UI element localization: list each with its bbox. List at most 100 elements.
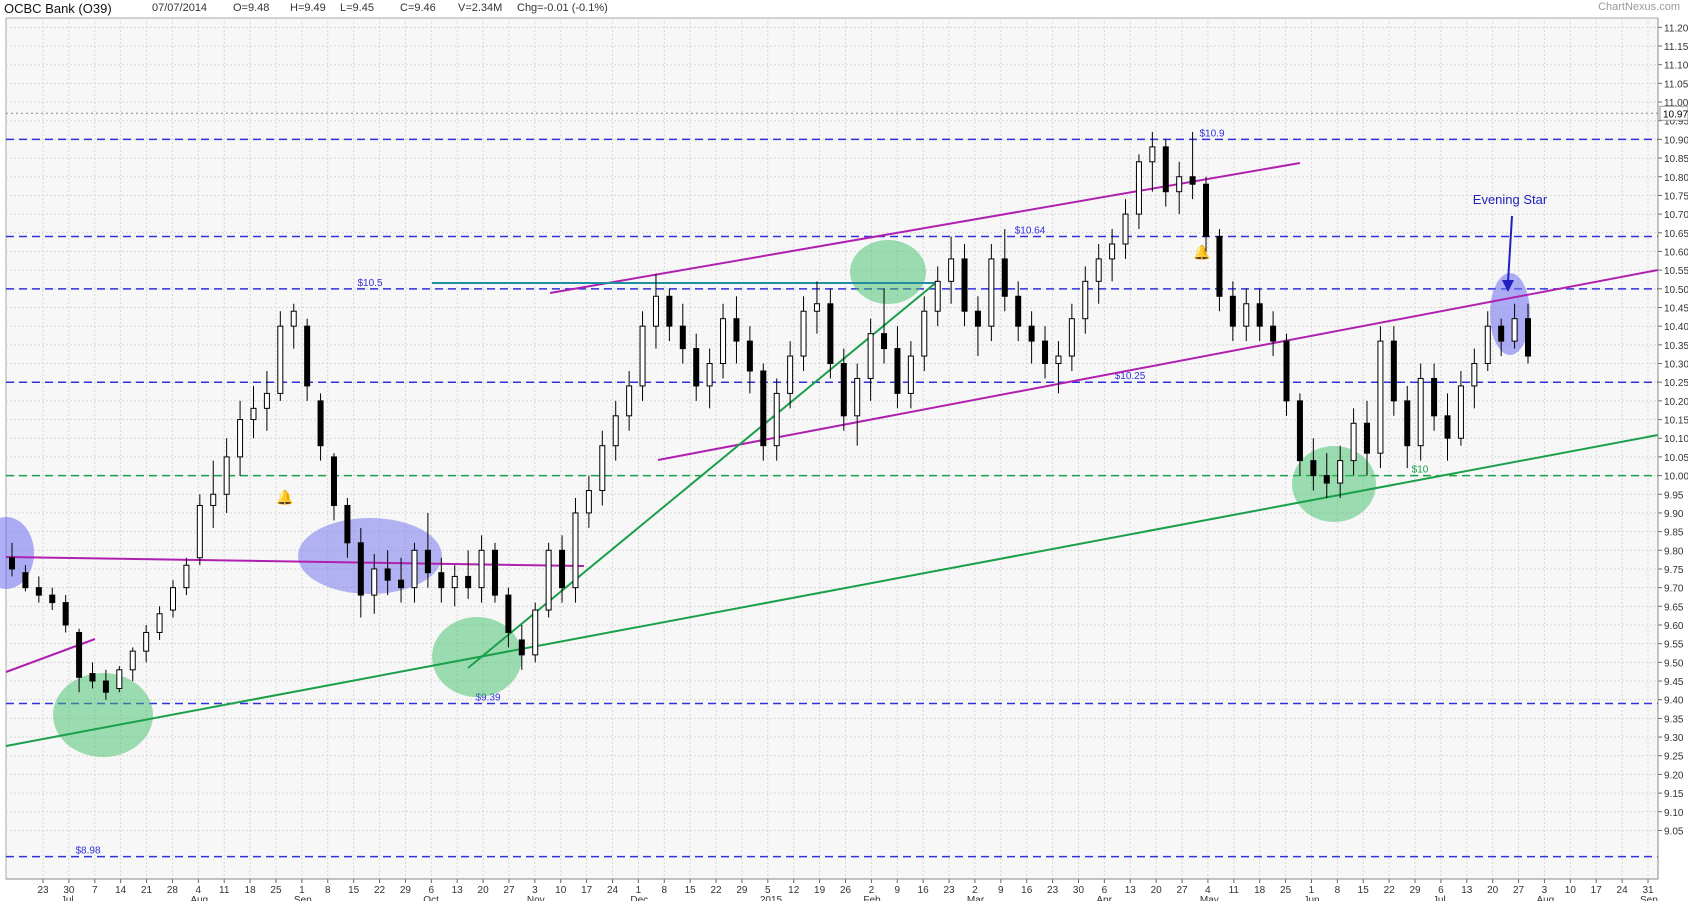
candle-body [89, 673, 96, 682]
annotation-arrow [1507, 215, 1513, 283]
x-tick-label: 5 [765, 885, 771, 896]
x-tick-label: 23 [37, 885, 49, 896]
y-tick-label: 9.75 [1664, 565, 1684, 576]
x-tick-label: 13 [1125, 885, 1137, 896]
x-tick-label: 24 [1617, 885, 1629, 896]
y-tick-label: 10.95 [1664, 117, 1688, 128]
plot-area [5, 17, 1659, 880]
x-tick-label: 21 [141, 885, 153, 896]
x-tick-label: 7 [92, 885, 98, 896]
highlight-ellipse-green [850, 240, 926, 304]
candle-body [693, 348, 700, 387]
candle-body [237, 419, 244, 458]
x-tick-label: 9 [998, 885, 1004, 896]
candlesticks [9, 131, 1531, 700]
candle-body [169, 587, 176, 611]
y-tick-label: 9.20 [1664, 770, 1684, 781]
candle-body [559, 549, 566, 589]
level-label: $10.25 [1115, 371, 1146, 382]
candle-body [907, 355, 914, 394]
candle-body [572, 512, 579, 589]
candle-body [518, 639, 525, 656]
level-label: $10.5 [357, 278, 382, 289]
x-month-label: Sep [294, 895, 312, 901]
x-tick-label: 31 [1642, 885, 1654, 896]
candle-body [545, 549, 552, 611]
x-month-label: 2015 [760, 895, 783, 901]
candle-body [478, 549, 485, 589]
candle-body [1082, 280, 1089, 320]
candle-body [9, 557, 15, 570]
y-tick-label: 9.35 [1664, 714, 1684, 725]
x-tick-label: 15 [348, 885, 360, 896]
y-tick-label: 11.05 [1664, 79, 1688, 90]
candle-body [49, 594, 56, 604]
candle-body [599, 445, 606, 492]
y-tick-label: 10.05 [1664, 453, 1688, 464]
candle-body [626, 385, 633, 417]
candle-body [881, 333, 888, 350]
candle-body [344, 504, 351, 544]
candle-body [424, 549, 431, 574]
y-tick-label: 10.10 [1664, 434, 1688, 445]
x-tick-label: 18 [245, 885, 257, 896]
candle-body [1377, 340, 1384, 454]
x-tick-label: 26 [840, 885, 852, 896]
alert-bell-icon: 🔔 [1193, 244, 1210, 261]
header-date: 07/07/2014 [152, 2, 208, 14]
candle-body [854, 377, 861, 417]
level-label: $10 [1412, 465, 1429, 476]
trendline-magenta [549, 162, 1301, 294]
x-tick-label: 22 [711, 885, 723, 896]
candle-body [1337, 460, 1344, 484]
x-tick-label: 6 [1102, 885, 1108, 896]
x-tick-label: 15 [685, 885, 697, 896]
x-tick-label: 24 [607, 885, 619, 896]
x-tick-label: 6 [1438, 885, 1444, 896]
candle-body [1364, 422, 1371, 454]
candle-body [1028, 325, 1035, 342]
candle-body [666, 295, 673, 327]
x-tick-label: 8 [662, 885, 668, 896]
x-month-label: Feb [863, 895, 881, 901]
y-tick-label: 9.65 [1664, 602, 1684, 613]
candle-body [532, 609, 539, 656]
candle-body [1149, 146, 1156, 163]
y-tick-label: 10.85 [1664, 154, 1688, 165]
x-tick-label: 25 [270, 885, 282, 896]
candle-body [934, 280, 941, 312]
candle-body [1068, 318, 1075, 357]
x-tick-label: 19 [814, 885, 826, 896]
x-tick-label: 13 [452, 885, 464, 896]
candle-body [438, 572, 445, 589]
candle-body [371, 568, 378, 596]
candle-body [304, 325, 311, 387]
candle-body [1216, 236, 1223, 297]
y-tick-label: 9.55 [1664, 640, 1684, 651]
y-tick-label: 10.35 [1664, 341, 1688, 352]
candle-body [1471, 363, 1478, 387]
candle-body [948, 258, 955, 282]
y-tick-label: 9.05 [1664, 826, 1684, 837]
y-tick-label: 9.60 [1664, 621, 1684, 632]
x-month-label: Aug [190, 895, 208, 901]
y-tick-label: 11.00 [1664, 98, 1688, 109]
annotation-label: Evening Star [1473, 192, 1548, 207]
candle-body [760, 370, 767, 447]
candle-body [1484, 325, 1491, 365]
candle-body [867, 333, 874, 379]
y-tick-label: 9.70 [1664, 584, 1684, 595]
candle-body [974, 310, 981, 327]
candle-body [840, 363, 847, 417]
x-tick-label: 1 [1309, 885, 1315, 896]
y-tick-label: 10.70 [1664, 210, 1688, 221]
header-change: Chg=-0.01 (-0.1%) [517, 2, 608, 14]
candle-body [827, 303, 834, 365]
candle-body [639, 325, 646, 387]
current-price-box [1659, 105, 1688, 121]
x-tick-label: 28 [167, 885, 179, 896]
y-tick-label: 9.45 [1664, 677, 1684, 688]
y-tick-label: 10.80 [1664, 173, 1688, 184]
candle-body [1310, 460, 1317, 477]
